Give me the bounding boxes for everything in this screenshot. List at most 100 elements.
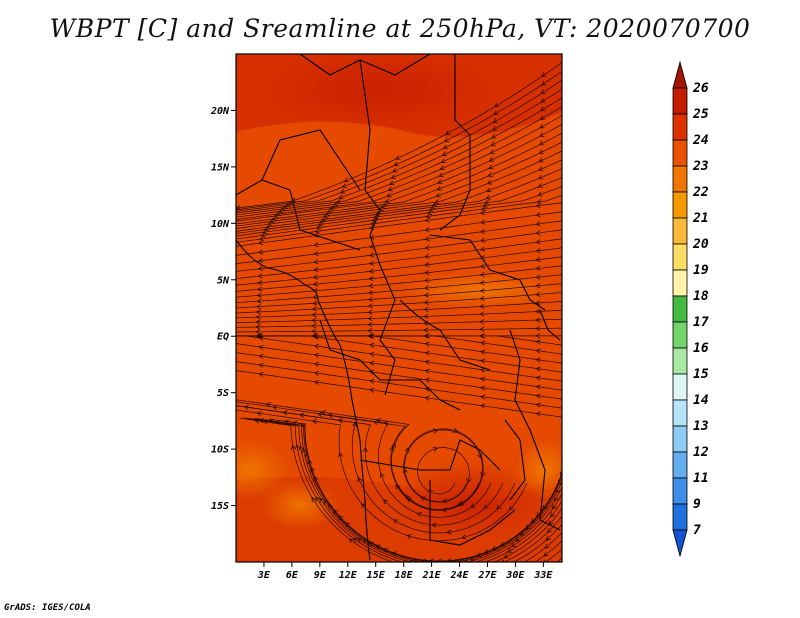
streamline-arrow [257, 265, 263, 271]
streamline-arrow [535, 300, 541, 306]
streamline-arrow [548, 520, 554, 526]
colorbar-segment [672, 269, 688, 297]
streamline-arrow [479, 288, 485, 294]
lat-tick-label: 10N [211, 219, 230, 230]
streamline-arrow [243, 404, 250, 411]
streamline-arrow [535, 384, 541, 390]
streamline-arrow [535, 357, 541, 363]
colorbar-label: 16 [693, 341, 709, 356]
streamline-arrow [406, 534, 412, 539]
streamline-arrow [267, 221, 273, 227]
streamline-arrow [456, 501, 462, 506]
streamline-arrow [479, 246, 486, 252]
streamline-arrow [323, 500, 329, 506]
streamline-arrow [424, 245, 430, 251]
streamline-arrow [348, 538, 354, 544]
streamline-arrow [423, 320, 429, 326]
streamline [236, 343, 562, 391]
streamline-arrow [543, 559, 546, 562]
streamline-arrow [535, 274, 541, 280]
streamline-arrow [258, 335, 264, 341]
streamline-arrow [424, 253, 430, 259]
streamline [236, 97, 562, 216]
streamline-arrow [311, 323, 317, 329]
streamline-arrow [540, 98, 546, 103]
streamline-arrow [371, 217, 377, 223]
streamline-arrow [535, 339, 541, 345]
streamline-arrow [424, 277, 430, 283]
colorbar-segment [672, 399, 688, 427]
streamline-arrow [539, 115, 546, 120]
streamline-arrow [307, 459, 313, 465]
streamline [523, 532, 562, 562]
streamline-arrow [416, 512, 423, 517]
streamline-arrow [479, 280, 485, 286]
streamline-arrow [509, 505, 515, 511]
wbpt-warm-patch-east [515, 440, 562, 500]
streamline-arrow [313, 251, 319, 257]
streamline-arrow [280, 206, 286, 212]
streamline-arrow [480, 376, 486, 382]
colorbar-segment [672, 347, 688, 375]
colorbar-label: 26 [692, 81, 709, 96]
streamline-arrow [464, 558, 469, 562]
streamline-arrow [479, 311, 485, 317]
lon-tick-label: 12E [339, 570, 358, 581]
streamline-arrow [262, 229, 268, 235]
streamline [236, 115, 562, 220]
streamline [534, 540, 562, 562]
colorbar-segment [672, 373, 688, 401]
streamline-arrow [255, 329, 261, 335]
streamline [236, 70, 562, 211]
streamline-arrow [420, 496, 426, 502]
streamline [493, 507, 562, 562]
streamline-arrow [424, 368, 430, 374]
lat-tick-label: 5S [217, 388, 229, 399]
streamline-arrow [538, 149, 544, 154]
streamline-arrow [535, 366, 541, 372]
streamline-arrow [424, 269, 430, 276]
streamline-arrow [552, 504, 557, 510]
streamline [236, 61, 562, 209]
streamline-arrow [367, 328, 373, 334]
streamline [236, 256, 562, 292]
streamline-arrow [481, 206, 487, 212]
streamline-arrow [479, 228, 486, 234]
streamline-arrow [327, 208, 333, 214]
streamline-arrow [436, 185, 442, 191]
streamline-arrow [404, 447, 410, 453]
streamline-arrow [424, 386, 430, 392]
streamline [236, 401, 492, 518]
streamline-arrow [535, 308, 541, 314]
streamline-arrow [370, 220, 376, 227]
streamline-arrow [312, 274, 319, 280]
streamline-arrow [311, 317, 317, 323]
streamline-arrow [327, 413, 334, 419]
streamline-arrow [441, 151, 448, 157]
streamline-arrow [423, 306, 429, 312]
streamline-arrow [273, 213, 279, 219]
streamline-arrow [367, 315, 373, 321]
streamline [236, 132, 562, 225]
streamline [236, 202, 562, 247]
streamline-arrow [271, 216, 277, 222]
streamline-arrow [496, 504, 502, 510]
streamline [236, 168, 562, 234]
streamline [236, 177, 562, 237]
streamline-arrow [537, 191, 543, 197]
streamline-arrow [368, 275, 374, 282]
streamline-arrow [546, 527, 552, 533]
streamline-arrow [315, 224, 322, 230]
streamline [243, 417, 562, 562]
streamline-arrow [484, 199, 490, 205]
streamline-arrow [479, 237, 486, 243]
streamline [236, 247, 562, 286]
streamline [236, 106, 562, 218]
streamline-arrow [369, 342, 375, 348]
lon-tick-label: 9E [314, 570, 327, 581]
streamline-arrow [452, 427, 459, 433]
streamline-arrow [278, 208, 284, 214]
streamline-arrow [479, 333, 485, 339]
streamline-arrow [480, 385, 486, 391]
streamline-arrow [431, 522, 437, 528]
